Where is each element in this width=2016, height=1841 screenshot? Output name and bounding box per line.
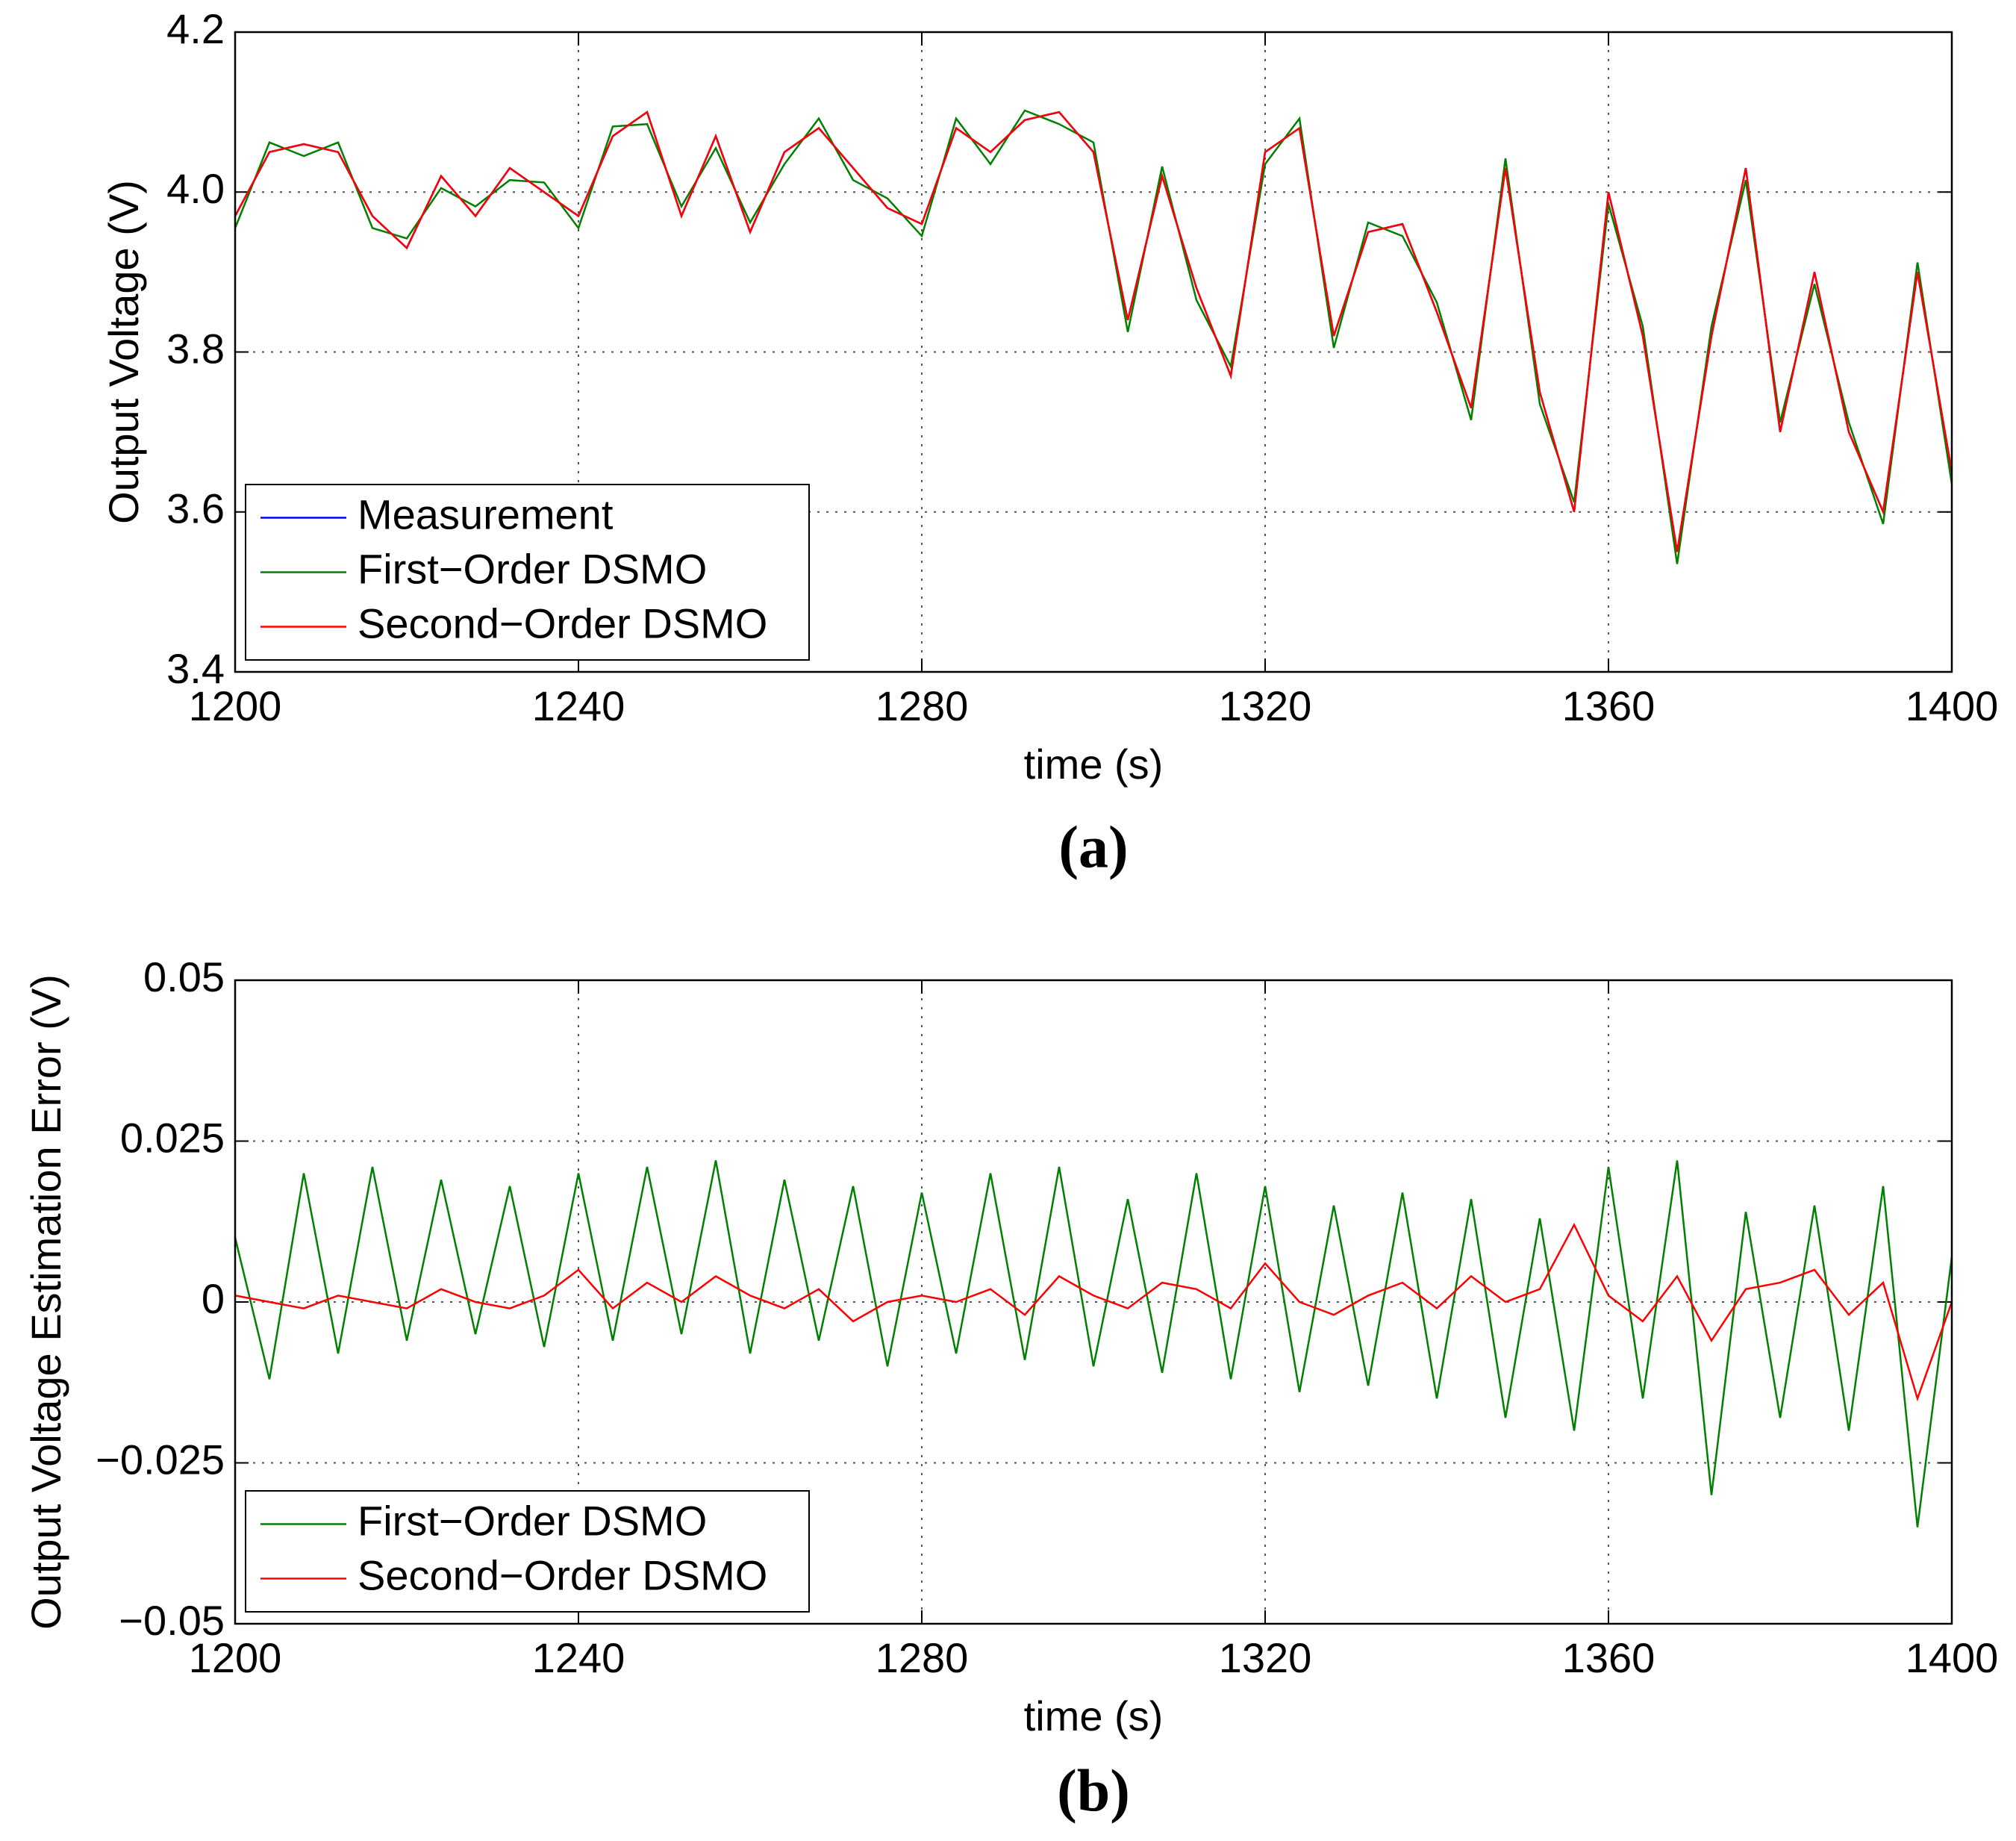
x-tick-label: 1240 xyxy=(532,1634,625,1681)
y-tick-label: −0.025 xyxy=(96,1436,225,1483)
panel-label: (a) xyxy=(1058,814,1128,880)
x-tick-label: 1320 xyxy=(1219,1634,1312,1681)
legend-label: Second−Order DSMO xyxy=(358,599,767,647)
y-tick-label: 4.0 xyxy=(166,165,225,212)
x-axis-label: time (s) xyxy=(1024,1692,1164,1739)
legend-label: Measurement xyxy=(358,490,614,538)
y-tick-label: 3.6 xyxy=(166,485,225,532)
y-axis-label: Output Voltage Estimation Error (V) xyxy=(22,974,69,1630)
x-tick-label: 1400 xyxy=(1906,1634,1999,1681)
y-tick-label: −0.05 xyxy=(119,1597,225,1644)
series-line xyxy=(235,110,1952,552)
y-axis-label: Output Voltage (V) xyxy=(100,180,147,524)
x-tick-label: 1200 xyxy=(189,682,282,729)
y-tick-label: 0.05 xyxy=(143,953,225,1000)
axes-box xyxy=(234,31,1953,673)
y-tick-label: 0 xyxy=(202,1275,225,1322)
x-tick-label: 1400 xyxy=(1906,682,1999,729)
x-tick-label: 1200 xyxy=(189,1634,282,1681)
x-tick-label: 1280 xyxy=(876,682,969,729)
x-tick-label: 1360 xyxy=(1562,682,1655,729)
series-line xyxy=(235,1160,1952,1527)
y-tick-label: 3.8 xyxy=(166,325,225,372)
series-line xyxy=(235,1222,1952,1402)
legend-label: First−Order DSMO xyxy=(358,545,707,592)
panel-label: (b) xyxy=(1057,1758,1130,1824)
legend-box xyxy=(245,1490,810,1613)
x-tick-label: 1360 xyxy=(1562,1634,1655,1681)
y-tick-label: 4.2 xyxy=(166,5,225,52)
x-tick-label: 1240 xyxy=(532,682,625,729)
x-axis-label: time (s) xyxy=(1024,741,1164,788)
x-tick-label: 1320 xyxy=(1219,682,1312,729)
axes-box xyxy=(234,979,1953,1625)
y-tick-label: 3.4 xyxy=(166,645,225,692)
y-tick-label: 0.025 xyxy=(120,1114,225,1161)
legend-label: Second−Order DSMO xyxy=(358,1551,767,1598)
x-tick-label: 1280 xyxy=(876,1634,969,1681)
legend-label: First−Order DSMO xyxy=(358,1497,707,1544)
